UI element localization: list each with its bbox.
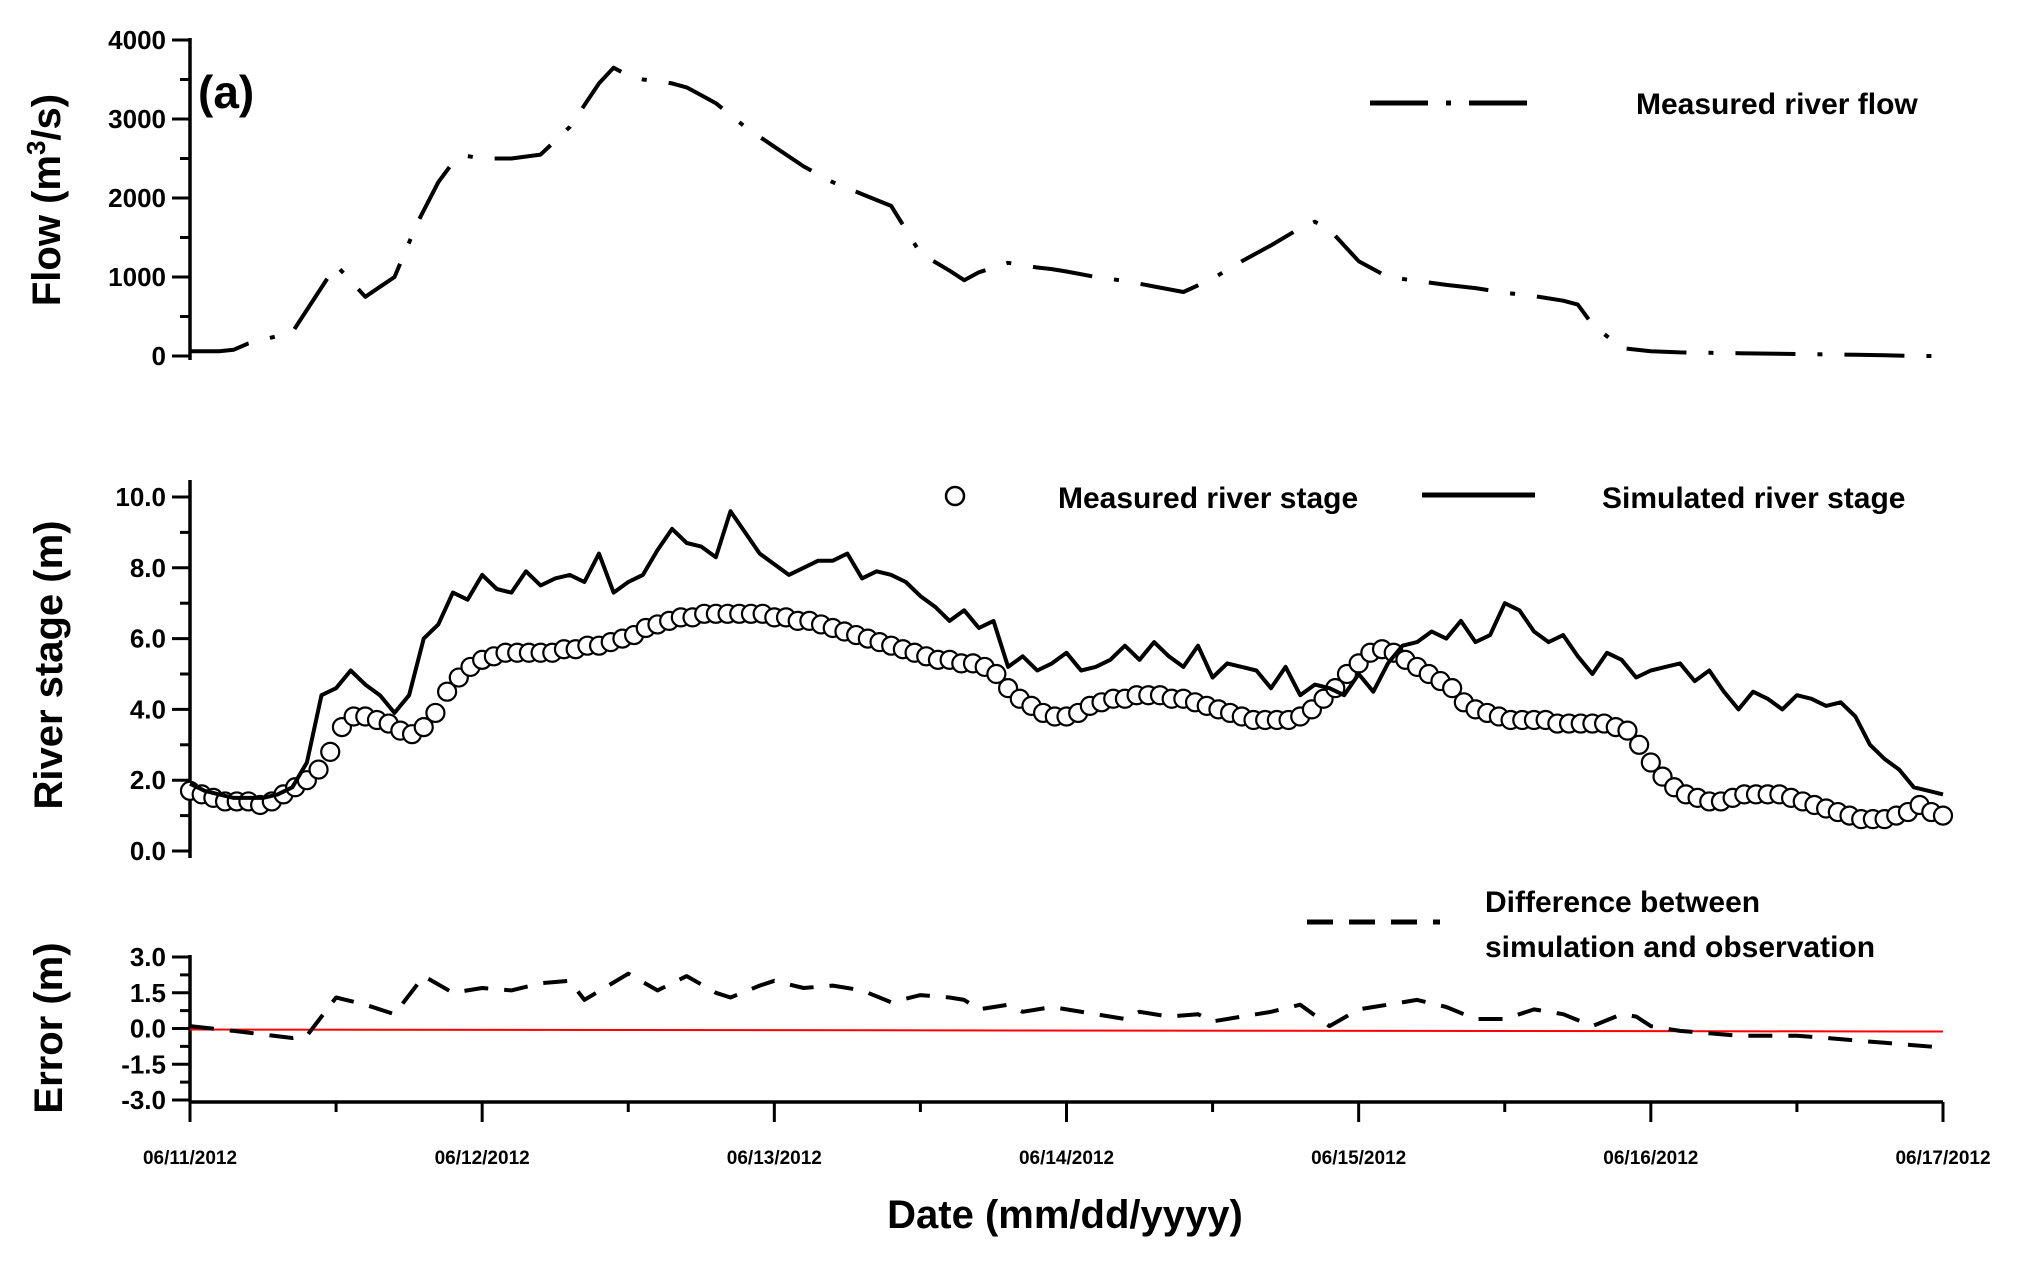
flow-y-tick-label: 2000 bbox=[108, 183, 166, 213]
flow-y-tick-label: 1000 bbox=[108, 262, 166, 292]
error-y-tick-label: -3.0 bbox=[121, 1085, 166, 1115]
x-tick-label: 06/15/2012 bbox=[1311, 1148, 1406, 1169]
error-y-tick-label: 1.5 bbox=[130, 978, 166, 1008]
flow-y-tick-label: 4000 bbox=[108, 25, 166, 55]
legend-error-label-line1: Difference between bbox=[1485, 886, 1760, 919]
legend-error: Difference between simulation and observ… bbox=[1307, 886, 1875, 964]
legend-measured-stage-label: Measured river stage bbox=[1058, 482, 1358, 515]
measured-stage-point bbox=[425, 702, 446, 724]
error-axis-title: Error (m) bbox=[27, 942, 71, 1113]
panel-label: (a) bbox=[198, 66, 254, 118]
simulated-stage-line bbox=[189, 509, 1944, 800]
flow-y-tick-label: 0 bbox=[152, 341, 166, 371]
legend-flow-label: Measured river flow bbox=[1636, 88, 1918, 121]
stage-y-tick-label: 2.0 bbox=[130, 765, 166, 795]
stage-y-tick-label: 0.0 bbox=[130, 836, 166, 866]
error-line bbox=[189, 971, 1944, 1050]
x-tick-label: 06/11/2012 bbox=[143, 1148, 237, 1169]
legend-flow: Measured river flow bbox=[1370, 88, 1918, 121]
legend-simulated-stage-label: Simulated river stage bbox=[1602, 482, 1905, 515]
error-zero-line bbox=[189, 1028, 1944, 1033]
measured-stage-point bbox=[320, 741, 341, 762]
measured-stage-point bbox=[1617, 720, 1638, 741]
stage-axis-title: River stage (m) bbox=[27, 521, 71, 810]
error-y-tick-label: 0.0 bbox=[130, 1014, 166, 1044]
error-y-tick-label: 3.0 bbox=[130, 942, 166, 972]
x-tick-label: 06/16/2012 bbox=[1603, 1148, 1698, 1169]
error-y-tick-label: -1.5 bbox=[121, 1049, 166, 1079]
legend-stage: Measured river stage Simulated river sta… bbox=[944, 482, 1905, 515]
measured-stage-point bbox=[1442, 678, 1463, 699]
stage-y-tick-label: 8.0 bbox=[130, 553, 166, 583]
x-axis-title: Date (mm/dd/yyyy) bbox=[887, 1193, 1243, 1237]
flow-axis-title: Flow (m3/s) bbox=[21, 94, 69, 306]
measured-stage-point bbox=[308, 759, 329, 780]
measured-stage-point bbox=[1640, 752, 1661, 773]
stage-y-tick-label: 4.0 bbox=[130, 694, 166, 724]
x-tick-label: 06/12/2012 bbox=[435, 1148, 530, 1169]
x-tick-label: 06/17/2012 bbox=[1895, 1148, 1990, 1169]
stage-y-tick-label: 6.0 bbox=[130, 624, 166, 654]
measured-stage-point bbox=[413, 716, 434, 738]
legend-measured-stage-marker bbox=[944, 485, 966, 507]
measured-stage-point bbox=[437, 681, 458, 702]
flow-y-tick-label: 3000 bbox=[108, 104, 166, 134]
x-tick-label: 06/14/2012 bbox=[1019, 1148, 1114, 1169]
stage-series-1-markers bbox=[179, 603, 1954, 830]
measured-stage-point bbox=[986, 663, 1007, 685]
stage-y-tick-label: 10.0 bbox=[115, 482, 166, 512]
x-tick-label: 06/13/2012 bbox=[727, 1148, 822, 1169]
measured-stage-point bbox=[1932, 805, 1954, 826]
legend-error-label-line2: simulation and observation bbox=[1485, 931, 1875, 964]
measured-stage-point bbox=[1629, 734, 1650, 755]
